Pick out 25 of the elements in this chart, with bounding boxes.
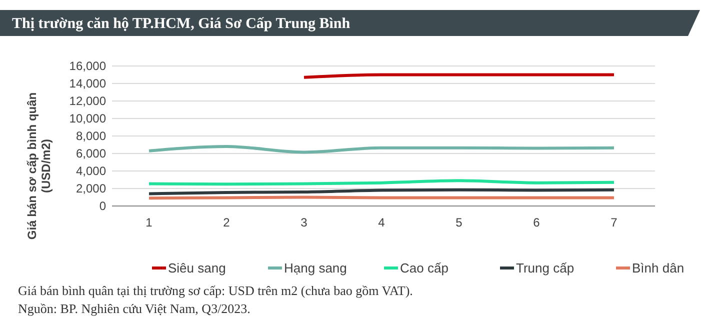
text: Nguồn: BP. Nghiên cứu Việt Nam, Q3/2023. <box>18 301 250 316</box>
y-tick-label: 16,000 <box>69 58 106 73</box>
y-tick-label: 2,000 <box>76 181 106 196</box>
legend-label: Bình dân <box>632 260 684 276</box>
legend-label: Trung cấp <box>516 260 574 276</box>
x-tick-label: 1 <box>146 216 153 230</box>
x-tick-label: 3 <box>300 216 308 230</box>
x-tick-label: 7 <box>610 216 618 230</box>
legend-label: Hạng sang <box>284 260 347 276</box>
y-tick-label: 14,000 <box>69 76 106 90</box>
x-tick-label: 2 <box>223 216 230 230</box>
text: Giá bán bình quân tại thị trường sơ cấp: USD trên m2 (chưa bao gồm VAT). <box>18 283 413 298</box>
x-tick-label: 5 <box>456 216 463 230</box>
chart-title: Thị trường căn hộ TP.HCM, Giá Sơ Cấp Trung Bình <box>12 16 351 32</box>
y-tick-label: 12,000 <box>69 94 106 108</box>
y-tick-label: 10,000 <box>69 111 106 126</box>
y-tick-label: 6,000 <box>76 146 106 160</box>
y-tick-label: 4,000 <box>76 164 106 178</box>
y-tick-label: 0 <box>99 198 106 213</box>
x-tick-label: 4 <box>378 216 386 230</box>
legend-label: Cao cấp <box>400 260 448 276</box>
legend-label: Siêu sang <box>168 260 226 276</box>
y-axis-title: Giá bán sơ cấp bình quân (USD/m2) <box>25 92 53 240</box>
y-tick-label: 8,000 <box>76 128 106 143</box>
x-tick-label: 6 <box>533 216 540 230</box>
